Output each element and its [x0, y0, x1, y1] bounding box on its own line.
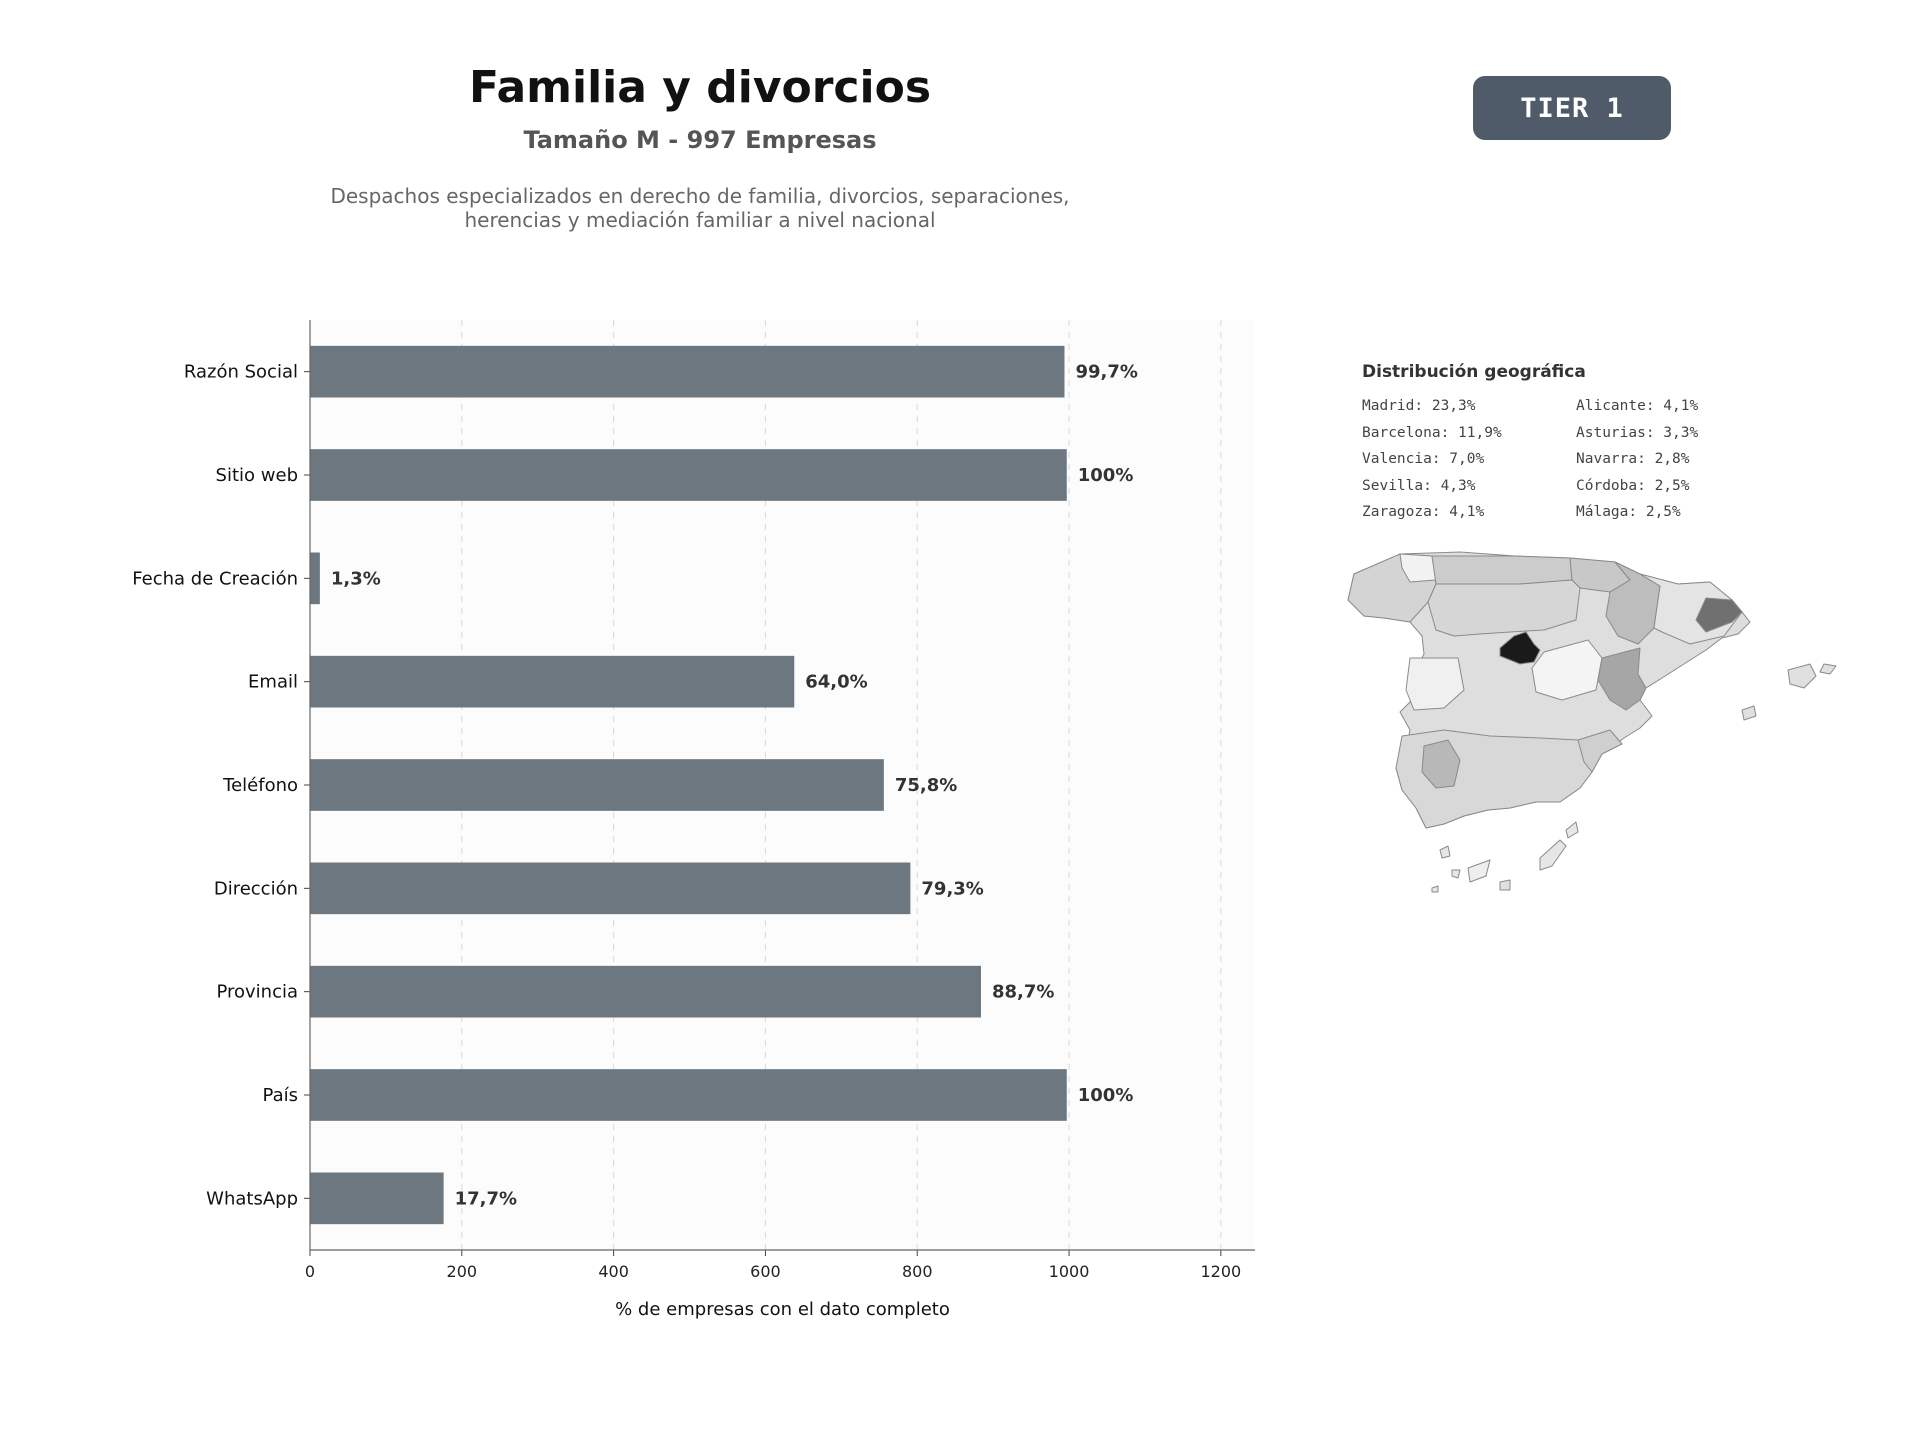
category-label: WhatsApp — [206, 1188, 298, 1209]
island-shape — [1741, 705, 1757, 721]
geo-item: Madrid: 23,3% — [1362, 398, 1476, 414]
page-subtitle: Tamaño M - 997 Empresas — [523, 126, 877, 154]
x-tick-label: 1200 — [1200, 1262, 1241, 1281]
island-shape — [1787, 663, 1817, 689]
page-description: Despachos especializados en derecho de f… — [330, 184, 1070, 232]
tier-badge: TIER 1 — [1473, 76, 1671, 140]
x-axis-title: % de empresas con el dato completo — [615, 1299, 950, 1320]
bar — [310, 655, 795, 708]
island-shape — [1439, 845, 1451, 859]
island-shape — [1539, 839, 1567, 871]
geo-item: Alicante: 4,1% — [1576, 398, 1699, 414]
category-label: Sitio web — [216, 465, 298, 486]
geo-item: Zaragoza: 4,1% — [1362, 504, 1485, 520]
bar — [310, 759, 884, 811]
x-tick-label: 1000 — [1049, 1262, 1090, 1281]
region-shape — [1427, 579, 1581, 637]
page-title: Familia y divorcios — [468, 62, 932, 113]
category-label: Razón Social — [184, 362, 298, 383]
region-shape — [1577, 729, 1623, 773]
island-shape — [1499, 879, 1511, 891]
data-label: 1,3% — [331, 568, 381, 589]
spain-map — [1347, 551, 1837, 893]
bar — [310, 862, 911, 915]
island-shape — [1451, 869, 1461, 879]
island-shape — [1819, 663, 1837, 675]
bar — [310, 965, 981, 1018]
bar — [310, 345, 1065, 398]
island-shape — [1565, 821, 1579, 839]
geo-title: Distribución geográfica — [1362, 362, 1586, 382]
geo-item: Sevilla: 4,3% — [1362, 477, 1476, 494]
category-label: Provincia — [216, 982, 298, 1003]
bar — [310, 449, 1067, 501]
bar — [310, 552, 320, 605]
x-tick-label: 800 — [902, 1262, 933, 1281]
region-shape — [1405, 657, 1465, 711]
region-shape — [1695, 597, 1743, 633]
region-shape — [1421, 739, 1461, 789]
category-label: Teléfono — [222, 775, 298, 796]
data-label: 100% — [1078, 1085, 1134, 1106]
data-label: 79,3% — [921, 878, 983, 899]
data-label: 17,7% — [455, 1188, 517, 1209]
geo-list: Madrid: 23,3% Alicante: 4,1% Barcelona: … — [1362, 398, 1792, 523]
category-label: País — [263, 1085, 298, 1106]
bar-chart: 0 200 400 600 800 1000 1200 Razón Social 99,7% Si… — [132, 320, 1255, 1320]
x-tick-label: 0 — [305, 1262, 315, 1281]
region-shape — [1399, 553, 1437, 583]
category-label: Fecha de Creación — [132, 568, 298, 589]
geo-item: Asturias: 3,3% — [1576, 424, 1699, 441]
geo-item: Valencia: 7,0% — [1362, 451, 1485, 467]
x-tick-label: 200 — [447, 1262, 478, 1281]
data-label: 100% — [1078, 465, 1134, 486]
region-shape — [1431, 555, 1573, 585]
region-shape — [1597, 647, 1647, 711]
region-shape — [1531, 639, 1603, 701]
region-shape — [1395, 729, 1593, 829]
bar — [310, 1172, 444, 1225]
geo-item: Navarra: 2,8% — [1576, 451, 1690, 467]
data-label: 75,8% — [895, 775, 957, 796]
x-tick-label: 600 — [750, 1262, 781, 1281]
bar — [310, 1069, 1067, 1121]
island-shape — [1467, 859, 1491, 883]
geo-item: Córdoba: 2,5% — [1576, 477, 1690, 494]
data-label: 64,0% — [805, 672, 867, 693]
island-shape — [1431, 885, 1439, 893]
data-label: 99,7% — [1075, 362, 1137, 383]
geo-item: Barcelona: 11,9% — [1362, 424, 1502, 441]
geo-item: Málaga: 2,5% — [1576, 504, 1681, 520]
category-label: Email — [248, 672, 298, 693]
category-label: Dirección — [214, 878, 298, 899]
data-label: 88,7% — [992, 982, 1054, 1003]
x-tick-label: 400 — [598, 1262, 629, 1281]
region-shape — [1499, 631, 1541, 665]
